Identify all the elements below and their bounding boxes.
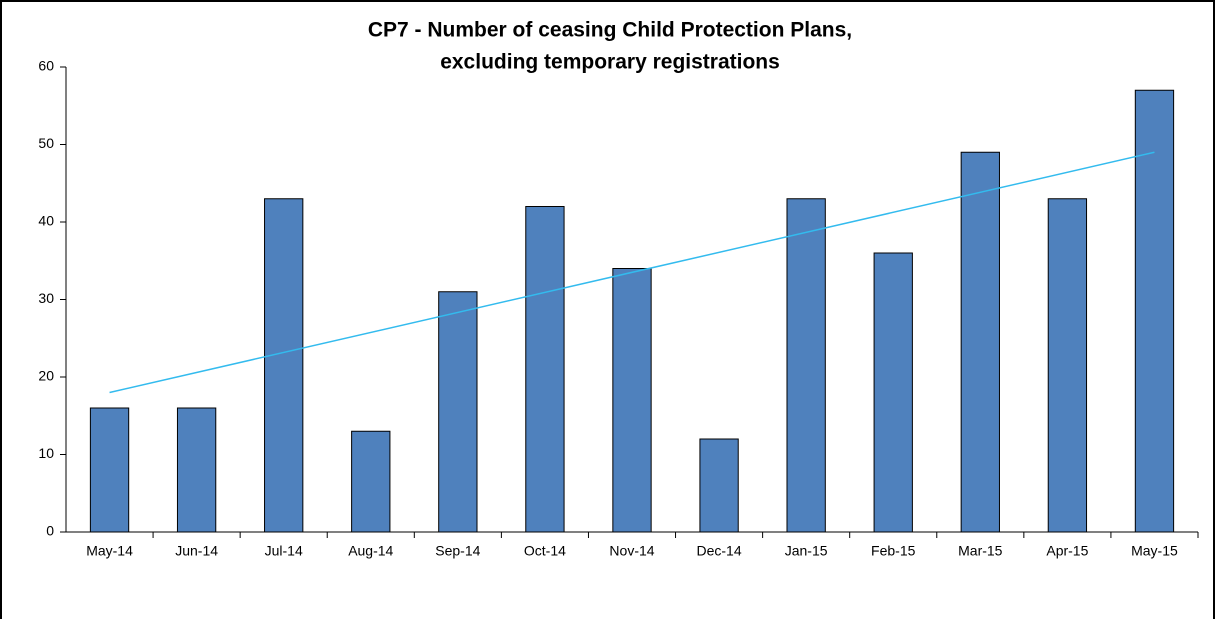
bar — [264, 198, 304, 533]
x-tick-label: Dec-14 — [697, 543, 742, 559]
x-tick-label: Apr-15 — [1046, 543, 1088, 559]
bar — [786, 198, 826, 533]
bar — [612, 268, 652, 533]
bar — [438, 291, 478, 533]
trend-line — [109, 151, 1155, 394]
y-tick-label: 0 — [46, 523, 54, 539]
x-tick-label: May-14 — [86, 543, 133, 559]
x-tick-label: Jun-14 — [175, 543, 218, 559]
x-tick-label: Sep-14 — [435, 543, 480, 559]
y-tick-label: 30 — [38, 290, 54, 306]
bar — [176, 407, 217, 533]
y-tick-label: 20 — [38, 368, 54, 384]
y-tick-label: 50 — [38, 135, 54, 151]
bar — [525, 206, 565, 533]
bar — [1134, 89, 1175, 533]
x-tick-label: Nov-14 — [609, 543, 654, 559]
y-tick-label: 40 — [38, 213, 54, 229]
x-tick-label: Feb-15 — [871, 543, 916, 559]
x-tick-label: Mar-15 — [958, 543, 1003, 559]
y-tick-label: 10 — [38, 445, 54, 461]
x-tick-label: May-15 — [1131, 543, 1178, 559]
x-tick-label: Jul-14 — [265, 543, 303, 559]
x-tick-label: Jan-15 — [785, 543, 828, 559]
x-tick-label: Oct-14 — [524, 543, 566, 559]
bar — [699, 438, 739, 533]
bar — [873, 252, 913, 533]
x-tick-label: Aug-14 — [348, 543, 393, 559]
chart-title: CP7 - Number of ceasing Child Protection… — [368, 19, 852, 42]
bar — [89, 407, 130, 533]
bar — [960, 151, 1000, 533]
bar — [1047, 198, 1088, 533]
chart-title: excluding temporary registrations — [440, 51, 780, 74]
bar — [351, 430, 391, 533]
y-tick-label: 60 — [38, 58, 54, 74]
